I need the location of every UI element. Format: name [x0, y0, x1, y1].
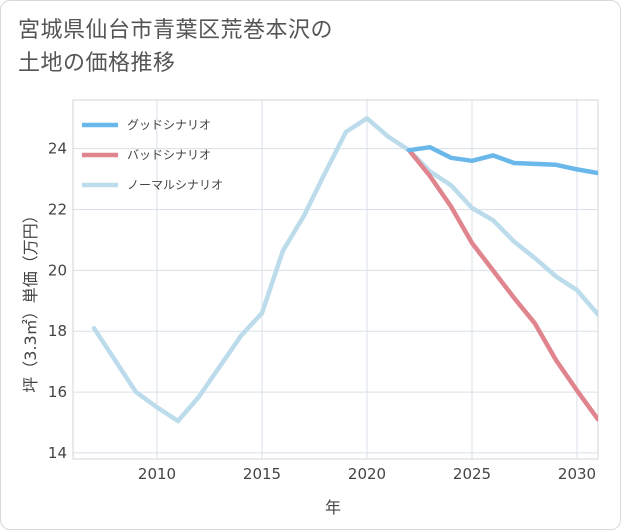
- chart-title: 宮城県仙台市青葉区荒巻本沢の 土地の価格推移: [18, 14, 398, 80]
- y-tick-label: 24: [48, 140, 67, 158]
- legend-item[interactable]: バッドシナリオ: [82, 148, 211, 162]
- x-tick-label: 2015: [243, 465, 281, 483]
- tick-labels: 2010 2015 2020 2025 2030 14 16 18 20 22 24: [48, 140, 596, 483]
- x-tick-label: 2025: [453, 465, 491, 483]
- y-tick-label: 22: [48, 201, 67, 219]
- y-axis-title: 坪（3.3㎡）単価（万円）: [21, 207, 40, 392]
- legend-label: バッドシナリオ: [127, 148, 211, 162]
- y-tick-label: 20: [48, 261, 67, 279]
- legend-item[interactable]: グッドシナリオ: [82, 118, 211, 132]
- x-tick-label: 2010: [138, 465, 176, 483]
- series: [91, 116, 598, 424]
- legend-item[interactable]: ノーマルシナリオ: [82, 178, 223, 192]
- legend-label: グッドシナリオ: [127, 118, 211, 132]
- y-tick-label: 16: [48, 383, 67, 401]
- series-line-2: [91, 116, 598, 424]
- chart-title-line-1: 宮城県仙台市青葉区荒巻本沢の: [18, 18, 334, 43]
- y-tick-label: 18: [48, 322, 67, 340]
- plot-area-border: [72, 99, 599, 460]
- y-tick-label: 14: [48, 444, 67, 462]
- x-axis-title: 年: [325, 498, 341, 517]
- x-tick-label: 2020: [348, 465, 386, 483]
- chart-title-line-2: 土地の価格推移: [18, 51, 176, 76]
- series-line-0: [406, 144, 598, 176]
- x-tick-label: 2030: [558, 465, 596, 483]
- series-line-1: [406, 147, 598, 422]
- legend-label: ノーマルシナリオ: [127, 178, 223, 192]
